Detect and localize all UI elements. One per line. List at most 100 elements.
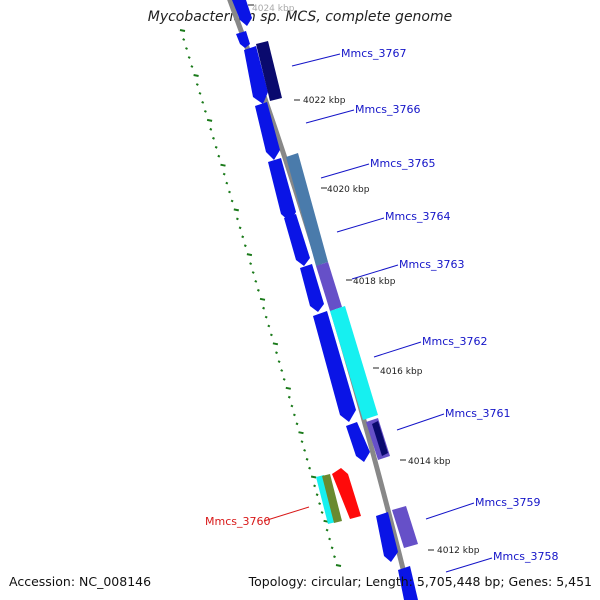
gc-dot <box>220 163 226 167</box>
gene-block[interactable] <box>332 468 361 519</box>
gc-dot <box>203 110 207 113</box>
gene-block[interactable] <box>392 506 418 548</box>
map-title: Mycobacterium sp. MCS, complete genome <box>147 9 453 25</box>
gc-dot <box>182 38 186 41</box>
gene-labels: Mmcs_3767 Mmcs_3766 Mmcs_3765 Mmcs_3764 … <box>205 47 558 563</box>
gc-dot <box>262 306 266 310</box>
gene-lane-reverse <box>316 468 361 524</box>
gc-dot <box>325 528 329 532</box>
gene-block[interactable] <box>232 0 252 26</box>
leader-line <box>351 264 399 280</box>
gc-dot <box>298 431 304 435</box>
gene-block[interactable] <box>236 31 250 48</box>
gc-dot <box>313 484 317 488</box>
gene-label[interactable]: Mmcs_3761 <box>445 407 510 420</box>
gc-dot <box>315 493 319 497</box>
gc-dot <box>254 280 258 283</box>
gc-dot <box>195 83 199 86</box>
gc-dot <box>310 475 317 479</box>
scale-label: 4022 kbp <box>303 96 346 106</box>
gc-dot <box>238 226 242 230</box>
gc-dot <box>209 127 213 131</box>
gene-label[interactable]: Mmcs_3760 <box>205 515 270 528</box>
scale-label: 4014 kbp <box>408 457 451 467</box>
gc-dot <box>193 74 199 77</box>
gene-block[interactable] <box>313 311 356 422</box>
gc-dot <box>269 333 273 337</box>
gene-block[interactable] <box>398 566 418 600</box>
gc-dot <box>251 271 255 274</box>
gene-label[interactable]: Mmcs_3758 <box>493 550 558 563</box>
gc-dot <box>292 413 296 417</box>
gc-dot <box>280 369 284 372</box>
leader-line <box>445 557 493 573</box>
gc-dot <box>243 244 247 248</box>
leader-line <box>396 413 445 431</box>
gc-dot <box>201 101 205 104</box>
gc-dot <box>190 65 194 68</box>
gene-block[interactable] <box>316 262 342 311</box>
gc-dot <box>277 360 281 363</box>
accession-text: Accession: NC_008146 <box>9 574 152 589</box>
gene-block[interactable] <box>300 264 324 312</box>
gene-label[interactable]: Mmcs_3765 <box>370 157 435 170</box>
gene-block[interactable] <box>268 158 296 222</box>
label-leaders <box>263 53 493 573</box>
gene-block[interactable] <box>346 422 370 462</box>
gene-block[interactable] <box>376 512 398 562</box>
gc-dot <box>318 502 322 505</box>
gene-block[interactable] <box>284 214 310 266</box>
gc-dot <box>290 404 294 408</box>
leader-line <box>291 53 341 67</box>
gc-dot <box>246 253 253 257</box>
gc-dot <box>214 145 218 149</box>
leader-line <box>263 506 310 522</box>
gc-dot <box>282 378 286 381</box>
gene-block[interactable] <box>255 102 280 160</box>
genome-summary-text: Topology: circular; Length: 5,705,448 bp… <box>248 574 592 589</box>
gc-dot <box>212 136 215 140</box>
gc-dot <box>233 208 239 212</box>
gene-block[interactable] <box>244 46 268 104</box>
gc-dot <box>333 555 336 559</box>
gene-block[interactable] <box>316 475 336 524</box>
gene-block[interactable] <box>330 306 378 420</box>
gene-block[interactable] <box>286 153 328 266</box>
gc-dot <box>230 199 234 203</box>
gc-dot <box>259 297 266 301</box>
gc-dot <box>267 324 271 328</box>
gene-block[interactable] <box>322 474 342 523</box>
gc-dot <box>198 92 202 95</box>
gc-dot <box>225 181 229 185</box>
gc-dot <box>305 457 309 461</box>
gc-dot <box>303 449 307 452</box>
gene-label[interactable]: Mmcs_3766 <box>355 103 420 116</box>
gc-dot <box>241 235 245 239</box>
gc-dot <box>235 217 239 221</box>
leader-line <box>305 109 355 124</box>
gc-dot <box>185 47 188 50</box>
gene-label[interactable]: Mmcs_3763 <box>399 258 464 271</box>
gc-dot <box>228 190 231 194</box>
gc-dot <box>287 395 291 399</box>
gc-dot <box>285 386 291 390</box>
gene-block[interactable] <box>372 421 388 456</box>
leader-line <box>425 502 475 520</box>
gene-lane-outer <box>256 41 418 548</box>
gc-dot <box>272 342 279 346</box>
scale-marks: 4024 kbp 4022 kbp 4020 kbp 4018 kbp 4016… <box>248 4 480 556</box>
gc-dot <box>217 154 221 158</box>
gene-label[interactable]: Mmcs_3764 <box>385 210 450 223</box>
gc-dot <box>256 288 260 292</box>
scale-label: 4012 kbp <box>437 546 480 556</box>
gc-dot <box>249 262 253 265</box>
gene-label[interactable]: Mmcs_3759 <box>475 496 540 509</box>
gene-label[interactable]: Mmcs_3767 <box>341 47 406 60</box>
gene-label[interactable]: Mmcs_3762 <box>422 335 487 348</box>
gene-block[interactable] <box>256 41 282 101</box>
gene-lane-inner <box>232 0 418 600</box>
gc-content-dots <box>179 29 342 567</box>
gc-dot <box>335 564 342 567</box>
